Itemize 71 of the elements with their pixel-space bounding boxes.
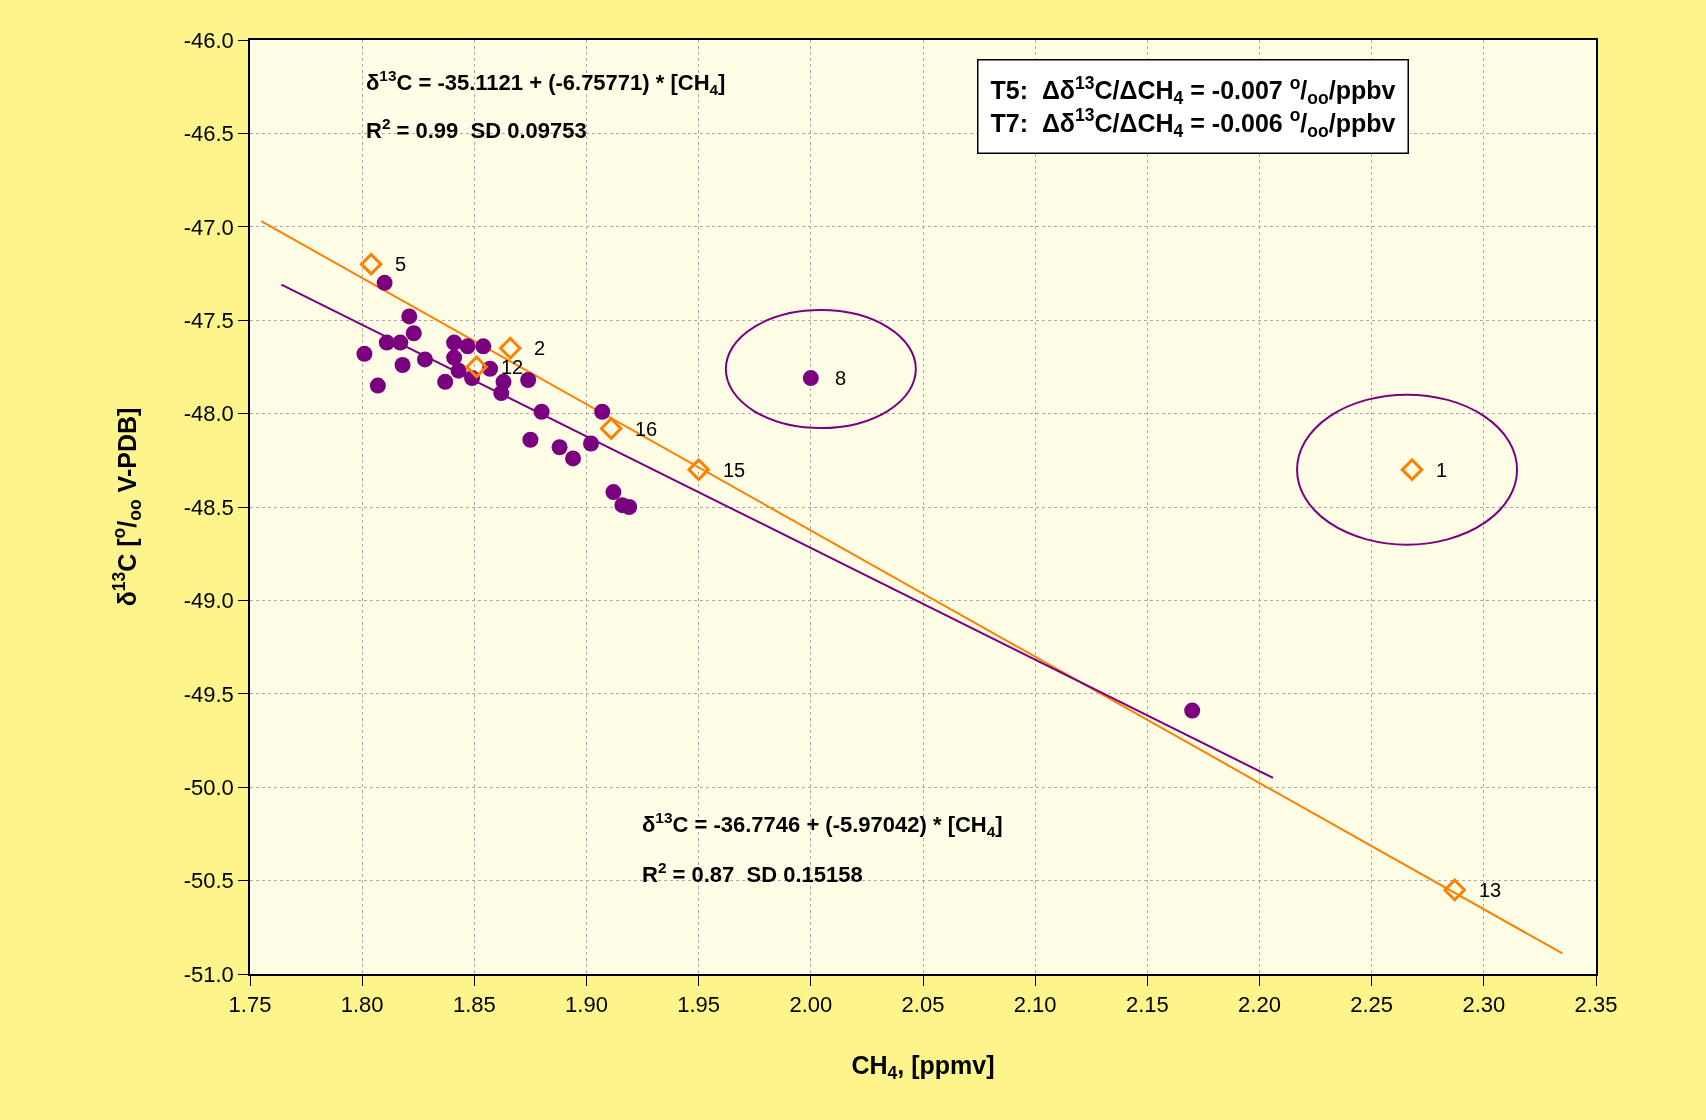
x-tick-label: 1.75 — [228, 992, 272, 1018]
point — [376, 274, 393, 291]
point — [551, 439, 568, 456]
annotation: 2 — [534, 337, 546, 359]
x-tick-label: 2.35 — [1574, 992, 1618, 1018]
y-tick-label: -49.0 — [183, 588, 234, 614]
point — [605, 484, 622, 501]
point — [446, 349, 463, 366]
x-tick-label: 1.90 — [565, 992, 608, 1018]
x-tick-label: 2.25 — [1350, 992, 1394, 1018]
x-axis-title: CH$_{4}$, [ppmv] — [851, 1050, 995, 1083]
point — [465, 355, 488, 379]
point — [1184, 702, 1201, 719]
y-tick-label: -46.5 — [183, 121, 234, 147]
point — [392, 334, 409, 351]
annotation: 5 — [395, 253, 407, 275]
x-tick-label: 2.05 — [901, 992, 945, 1018]
x-tick-label: 2.30 — [1462, 992, 1506, 1018]
point — [405, 325, 422, 342]
point — [450, 362, 467, 379]
point — [437, 373, 454, 390]
point — [416, 351, 433, 368]
annotation: R$^{2}$ = 0.87 SD 0.15158 — [642, 859, 863, 888]
point — [394, 357, 411, 374]
annotation: 1 — [1436, 459, 1448, 481]
point — [1400, 458, 1424, 481]
point — [498, 336, 522, 360]
y-tick-label: -47.0 — [183, 214, 234, 240]
annotation: R$^{2}$ = 0.99 SD 0.09753 — [366, 115, 587, 144]
point — [621, 499, 638, 515]
y-tick-label: -48.5 — [183, 494, 234, 520]
point — [493, 385, 510, 402]
x-tick-label: 1.95 — [677, 992, 721, 1018]
x-tick-label: 1.80 — [340, 992, 384, 1018]
point — [583, 435, 599, 452]
y-tick-label: -47.5 — [183, 307, 234, 333]
point — [522, 431, 539, 448]
annotation: 8 — [835, 367, 847, 389]
point — [378, 334, 395, 351]
point — [359, 252, 383, 276]
y-tick-label: -46.0 — [183, 27, 234, 53]
point — [565, 450, 582, 467]
point — [520, 371, 537, 388]
point — [599, 417, 623, 440]
annotation: 12 — [501, 356, 524, 378]
annotation: δ$^{13}$C = -35.1121 + (-6.75771) * [CH$_{4}$] — [366, 67, 726, 98]
y-tick-label: -49.5 — [183, 681, 234, 707]
point — [594, 403, 611, 420]
y-tick-label: -50.0 — [183, 774, 234, 800]
point — [802, 370, 819, 387]
x-tick-label: 2.15 — [1125, 992, 1169, 1018]
point — [475, 338, 492, 355]
annotation: 13 — [1479, 879, 1502, 901]
y-tick-label: -48.0 — [183, 401, 234, 427]
point — [687, 458, 710, 481]
x-tick-label: 2.10 — [1013, 992, 1057, 1018]
point — [459, 338, 476, 355]
annotation: 15 — [723, 459, 746, 481]
y-tick-label: -50.5 — [183, 868, 234, 894]
annotation: 16 — [635, 418, 658, 440]
x-tick-label: 2.00 — [789, 992, 833, 1018]
point — [533, 403, 550, 420]
y-tick-label: -51.0 — [183, 961, 234, 987]
x-tick-label: 1.85 — [452, 992, 496, 1018]
point — [369, 377, 386, 394]
point — [401, 308, 418, 325]
x-tick-label: 2.20 — [1238, 992, 1281, 1018]
annotation: δ$^{13}$C = -36.7746 + (-5.97042) * [CH$_{4}$] — [642, 809, 1003, 840]
point — [446, 334, 463, 351]
point — [1443, 878, 1466, 902]
point — [356, 345, 373, 362]
